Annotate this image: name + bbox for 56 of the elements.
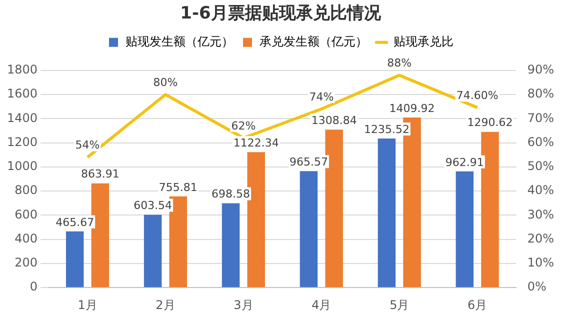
- y2-tick-label: 20%: [527, 231, 554, 246]
- x-tick-label: 5月: [390, 298, 410, 312]
- x-tick-label: 3月: [234, 298, 254, 312]
- legend-label: 贴现发生额（亿元）: [126, 34, 234, 49]
- y-tick-label: 1200: [6, 134, 38, 149]
- y2-tick-label: 0%: [527, 280, 546, 294]
- x-tick-label: 4月: [312, 298, 332, 312]
- data-label: 88%: [387, 56, 412, 70]
- y2-tick-label: 30%: [527, 207, 554, 222]
- bar: [222, 203, 240, 288]
- data-label: 74.60%: [456, 88, 498, 102]
- data-label: 1122.34: [233, 136, 279, 150]
- data-label: 863.91: [80, 168, 120, 181]
- y2-tick-label: 80%: [527, 86, 554, 101]
- y2-tick-label: 10%: [527, 256, 554, 270]
- x-tick-label: 2月: [156, 298, 176, 312]
- y-tick-label: 600: [14, 207, 38, 222]
- bar: [300, 171, 318, 288]
- y-tick-label: 1600: [6, 86, 38, 101]
- data-label: 1290.62: [467, 116, 513, 130]
- data-label: 62%: [231, 119, 256, 132]
- y2-tick-label: 70%: [527, 110, 554, 125]
- data-label: 603.54: [134, 199, 172, 212]
- y2-tick-label: 50%: [527, 159, 554, 174]
- data-label: 962.91: [445, 156, 484, 169]
- y-tick-label: 400: [14, 231, 38, 246]
- bar: [481, 132, 499, 288]
- x-tick-label: 1月: [78, 298, 98, 312]
- bar: [378, 138, 396, 288]
- data-label: 698.58: [212, 188, 250, 201]
- data-label: 80%: [153, 76, 178, 89]
- y2-tick-label: 40%: [527, 183, 554, 198]
- y2-tick-label: 60%: [527, 134, 554, 149]
- data-label: 54%: [75, 138, 100, 152]
- data-label: 1409.92: [389, 102, 435, 115]
- bar: [456, 171, 474, 288]
- data-label: 1308.84: [311, 114, 357, 128]
- y-tick-label: 1400: [6, 110, 38, 125]
- data-label: 465.67: [56, 216, 94, 229]
- y2-tick-label: 90%: [527, 62, 554, 77]
- y-tick-label: 800: [14, 183, 38, 198]
- legend-label: 贴现承兑比: [394, 34, 454, 49]
- y-tick-label: 1800: [6, 62, 38, 77]
- bar: [66, 231, 84, 288]
- bar: [144, 214, 162, 288]
- data-label: 755.81: [158, 180, 198, 194]
- bar: [325, 130, 343, 288]
- y-tick-label: 1000: [6, 159, 38, 174]
- y-tick-label: 0: [30, 280, 38, 294]
- data-label: 965.57: [289, 155, 328, 168]
- x-tick-label: 6月: [468, 298, 488, 312]
- y-tick-label: 200: [14, 256, 38, 270]
- data-label: 74%: [309, 90, 334, 104]
- legend-label: 承兑发生额（亿元）: [260, 34, 368, 49]
- chart-title: 1-6月票据贴现承兑比情况: [180, 4, 382, 24]
- data-label: 1235.52: [364, 122, 410, 136]
